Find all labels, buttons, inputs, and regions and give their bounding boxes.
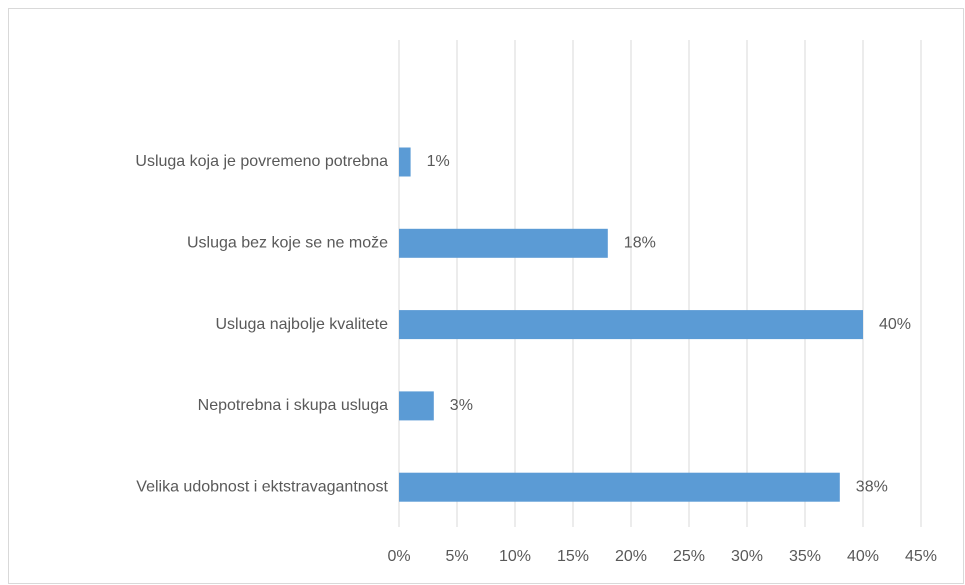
y-tick-label: Nepotrebna i skupa usluga — [198, 397, 388, 414]
x-tick-label: 20% — [615, 548, 647, 565]
x-tick-label: 0% — [387, 548, 410, 565]
x-tick-label: 25% — [673, 548, 705, 565]
x-tick-label: 40% — [847, 548, 879, 565]
value-label: 40% — [879, 316, 911, 333]
x-tick-label: 5% — [445, 548, 468, 565]
x-tick-label: 30% — [731, 548, 763, 565]
value-label: 3% — [450, 397, 473, 414]
y-tick-label: Usluga bez koje se ne može — [187, 235, 388, 252]
value-label: 18% — [624, 235, 656, 252]
bar — [399, 391, 434, 421]
bar — [399, 472, 840, 502]
y-tick-label: Usluga najbolje kvalitete — [215, 316, 388, 333]
value-label: 38% — [856, 478, 888, 495]
bar — [399, 147, 411, 177]
y-tick-label: Velika udobnost i ektstravagantnost — [136, 478, 388, 495]
x-tick-label: 15% — [557, 548, 589, 565]
x-tick-label: 35% — [789, 548, 821, 565]
bar — [399, 228, 608, 258]
x-tick-label: 10% — [499, 548, 531, 565]
y-tick-label: Usluga koja je povremeno potrebna — [135, 153, 388, 170]
x-tick-label: 45% — [905, 548, 937, 565]
bar — [399, 310, 863, 340]
value-label: 1% — [427, 153, 450, 170]
